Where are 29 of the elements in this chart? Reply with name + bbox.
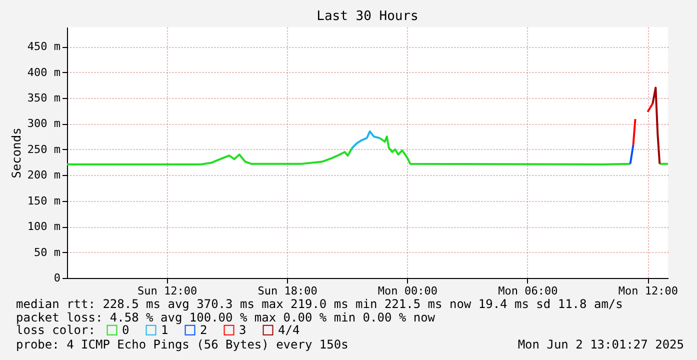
x-tick-label: Mon 12:00 — [618, 284, 678, 298]
x-tick-label: Sun 12:00 — [138, 284, 198, 298]
y-tick-label: 0 — [54, 272, 60, 284]
text: probe: 4 ICMP Echo Pings (56 Bytes) every 150s — [16, 338, 348, 352]
x-tick-label: Sun 18:00 — [258, 284, 318, 298]
line-series — [652, 86, 661, 165]
legend-title: loss color: — [16, 323, 96, 337]
y-tick-label: 250 m — [27, 142, 61, 156]
y-tick-label: 350 m — [27, 91, 61, 104]
line-series — [350, 130, 381, 150]
legend-label: 2 — [200, 323, 208, 338]
text: Mon Jun 2 13:01:27 2025 — [518, 338, 684, 352]
legend-label: 4/4 — [278, 323, 300, 338]
text: median rtt: 228.5 ms avg 370.3 ms max 219.0 ms min 221.5 ms now 19.4 ms sd 11.8 am/s — [16, 297, 623, 311]
y-tick-label: 300 m — [27, 117, 61, 130]
legend-label: 3 — [239, 323, 246, 338]
y-tick-label: 150 m — [27, 194, 61, 208]
chart-title: Last 30 Hours — [316, 9, 418, 24]
legend-label: 0 — [122, 323, 130, 338]
x-tick-label: Mon 06:00 — [498, 284, 558, 298]
text: packet loss: 4.58 % avg 100.00 % max 0.00 % min 0.00 % now — [16, 310, 436, 324]
y-tick-label: 400 m — [27, 66, 61, 79]
y-tick-label: 450 m — [27, 40, 61, 54]
y-axis-title: Seconds — [9, 128, 24, 178]
legend-label: 1 — [161, 323, 168, 338]
y-tick-label: 100 m — [27, 220, 61, 234]
y-tick-label: 200 m — [27, 168, 61, 182]
x-tick-label: Mon 00:00 — [378, 284, 438, 298]
y-tick-label: 50 m — [34, 246, 61, 259]
